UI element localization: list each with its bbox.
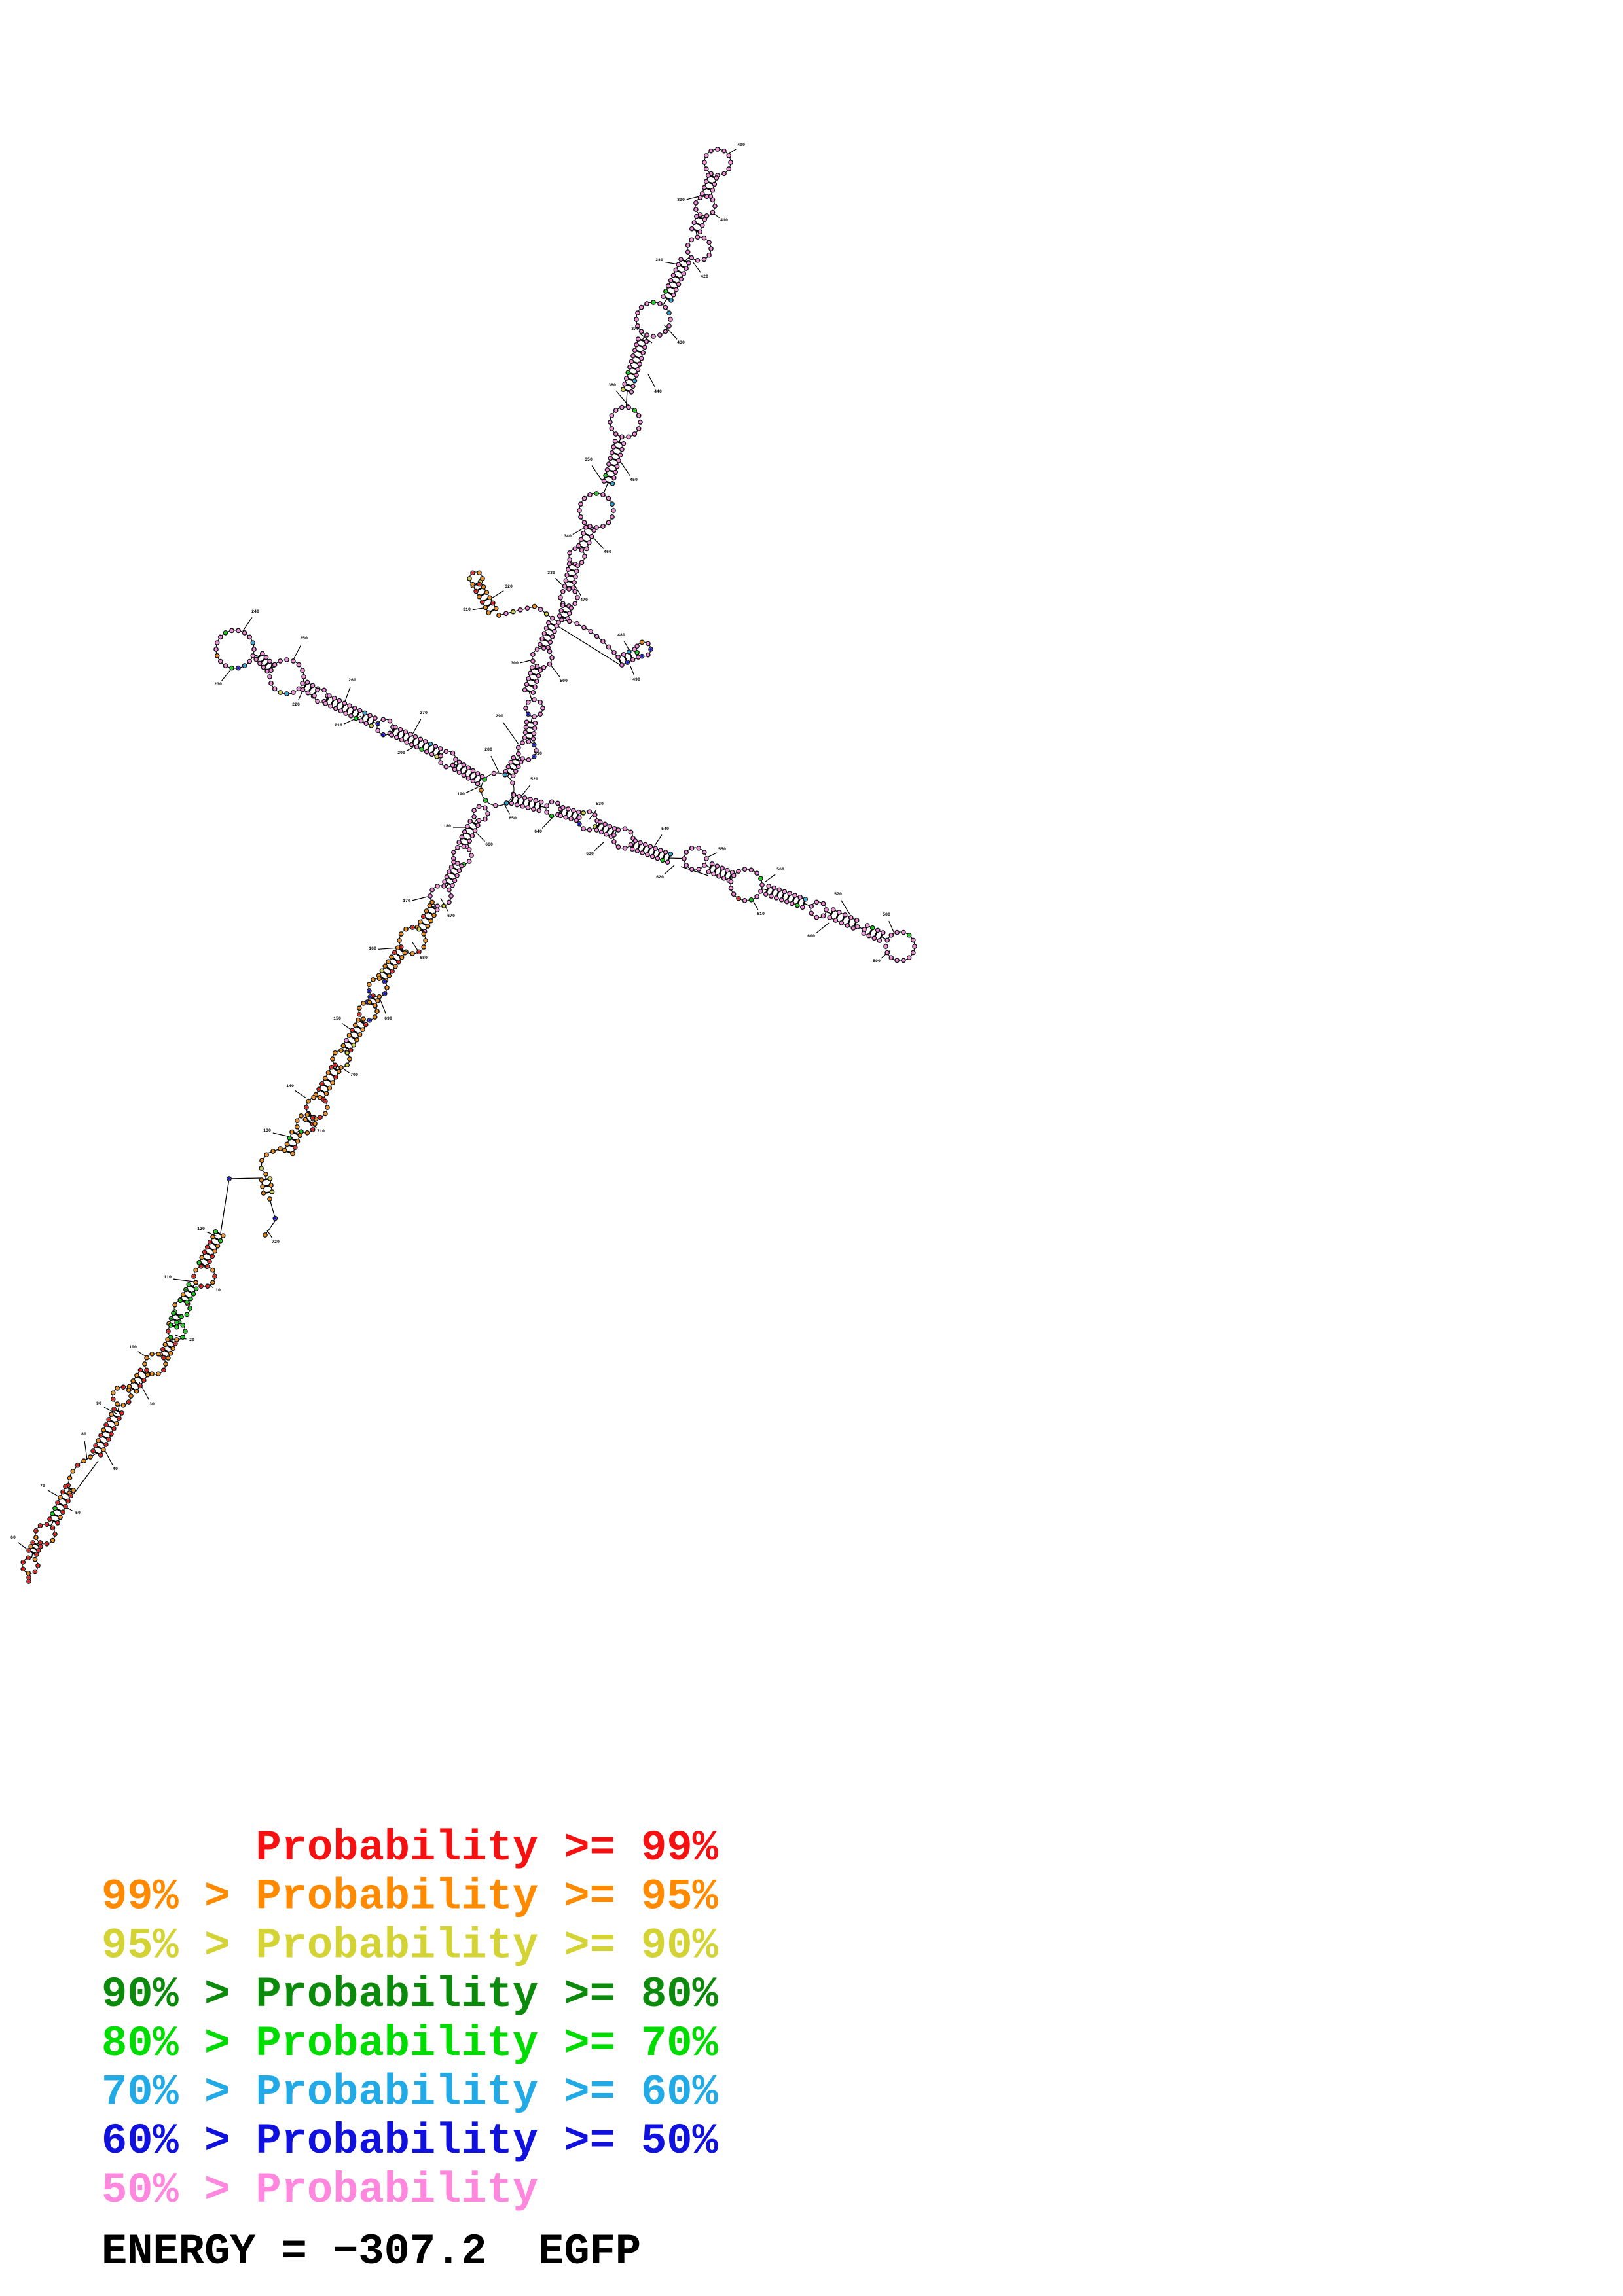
svg-text:40: 40 xyxy=(113,1467,118,1471)
svg-text:290: 290 xyxy=(496,714,503,719)
svg-text:670: 670 xyxy=(447,914,455,918)
svg-text:300: 300 xyxy=(511,661,519,666)
svg-text:270: 270 xyxy=(420,711,428,715)
svg-text:640: 640 xyxy=(534,829,542,834)
svg-text:350: 350 xyxy=(585,457,593,462)
svg-text:620: 620 xyxy=(656,875,664,880)
svg-text:570: 570 xyxy=(834,892,842,897)
svg-text:150: 150 xyxy=(333,1016,341,1021)
svg-text:530: 530 xyxy=(596,802,604,806)
svg-text:80% > Probability >= 70%: 80% > Probability >= 70% xyxy=(101,2020,719,2068)
svg-text:99% > Probability >= 95%: 99% > Probability >= 95% xyxy=(101,1873,719,1922)
svg-text:140: 140 xyxy=(286,1084,294,1088)
svg-text:10: 10 xyxy=(215,1288,221,1293)
svg-text:680: 680 xyxy=(420,956,428,960)
svg-text:440: 440 xyxy=(654,389,662,394)
svg-text:90% > Probability >= 80%: 90% > Probability >= 80% xyxy=(101,1971,719,2019)
svg-text:470: 470 xyxy=(580,598,588,602)
svg-text:240: 240 xyxy=(251,609,259,614)
svg-text:600: 600 xyxy=(807,934,815,939)
svg-text:420: 420 xyxy=(701,274,708,279)
svg-text:550: 550 xyxy=(718,847,726,852)
svg-text:80: 80 xyxy=(81,1432,86,1437)
svg-text:450: 450 xyxy=(630,478,638,482)
svg-text:100: 100 xyxy=(129,1345,137,1350)
svg-text:380: 380 xyxy=(655,258,663,262)
svg-text:70: 70 xyxy=(40,1484,45,1488)
svg-text:50: 50 xyxy=(75,1511,81,1515)
svg-text:Probability >= 99%: Probability >= 99% xyxy=(256,1824,719,1873)
svg-text:630: 630 xyxy=(586,852,594,856)
svg-text:70% > Probability >= 60%: 70% > Probability >= 60% xyxy=(101,2069,719,2117)
svg-text:340: 340 xyxy=(564,534,572,539)
svg-text:60% > Probability >= 50%: 60% > Probability >= 50% xyxy=(101,2117,719,2166)
svg-text:400: 400 xyxy=(737,143,745,147)
svg-text:260: 260 xyxy=(348,678,356,683)
svg-text:20: 20 xyxy=(189,1338,194,1342)
svg-text:690: 690 xyxy=(384,1016,392,1021)
svg-text:430: 430 xyxy=(677,340,685,345)
svg-text:160: 160 xyxy=(369,946,376,951)
svg-text:720: 720 xyxy=(272,1240,280,1244)
svg-text:390: 390 xyxy=(677,198,685,202)
svg-text:520: 520 xyxy=(530,777,538,781)
svg-text:710: 710 xyxy=(317,1129,325,1134)
svg-text:310: 310 xyxy=(463,607,471,612)
svg-text:700: 700 xyxy=(350,1073,358,1077)
svg-text:510: 510 xyxy=(534,751,542,756)
svg-text:360: 360 xyxy=(608,383,616,387)
svg-text:480: 480 xyxy=(617,633,625,637)
svg-text:190: 190 xyxy=(457,792,465,797)
svg-text:ENERGY = −307.2: ENERGY = −307.2 xyxy=(101,2228,487,2276)
svg-text:220: 220 xyxy=(292,702,300,707)
svg-text:95% > Probability >= 90%: 95% > Probability >= 90% xyxy=(101,1922,719,1970)
svg-text:660: 660 xyxy=(485,842,493,847)
svg-text:110: 110 xyxy=(164,1275,172,1280)
svg-text:90: 90 xyxy=(96,1401,101,1406)
svg-text:250: 250 xyxy=(300,636,308,641)
svg-text:130: 130 xyxy=(263,1128,271,1133)
svg-text:230: 230 xyxy=(214,682,222,687)
svg-text:610: 610 xyxy=(757,912,765,916)
svg-text:30: 30 xyxy=(149,1402,155,1407)
svg-text:590: 590 xyxy=(873,959,881,963)
svg-text:410: 410 xyxy=(720,218,728,223)
svg-text:200: 200 xyxy=(397,751,405,755)
svg-text:580: 580 xyxy=(883,912,890,917)
svg-text:330: 330 xyxy=(547,571,555,575)
svg-text:460: 460 xyxy=(604,550,611,554)
svg-text:320: 320 xyxy=(505,584,513,589)
svg-text:170: 170 xyxy=(403,899,410,903)
svg-text:540: 540 xyxy=(661,827,669,831)
svg-text:370: 370 xyxy=(631,327,639,331)
svg-text:500: 500 xyxy=(560,679,568,683)
svg-text:EGFP: EGFP xyxy=(538,2228,641,2276)
svg-text:490: 490 xyxy=(632,677,640,682)
svg-text:60: 60 xyxy=(10,1535,16,1540)
svg-text:210: 210 xyxy=(335,723,342,728)
svg-text:560: 560 xyxy=(776,867,784,872)
svg-text:50% > Probability: 50% > Probability xyxy=(101,2166,538,2215)
svg-text:280: 280 xyxy=(484,747,492,752)
svg-text:650: 650 xyxy=(509,816,517,821)
svg-text:180: 180 xyxy=(443,824,451,829)
svg-text:120: 120 xyxy=(197,1227,205,1231)
